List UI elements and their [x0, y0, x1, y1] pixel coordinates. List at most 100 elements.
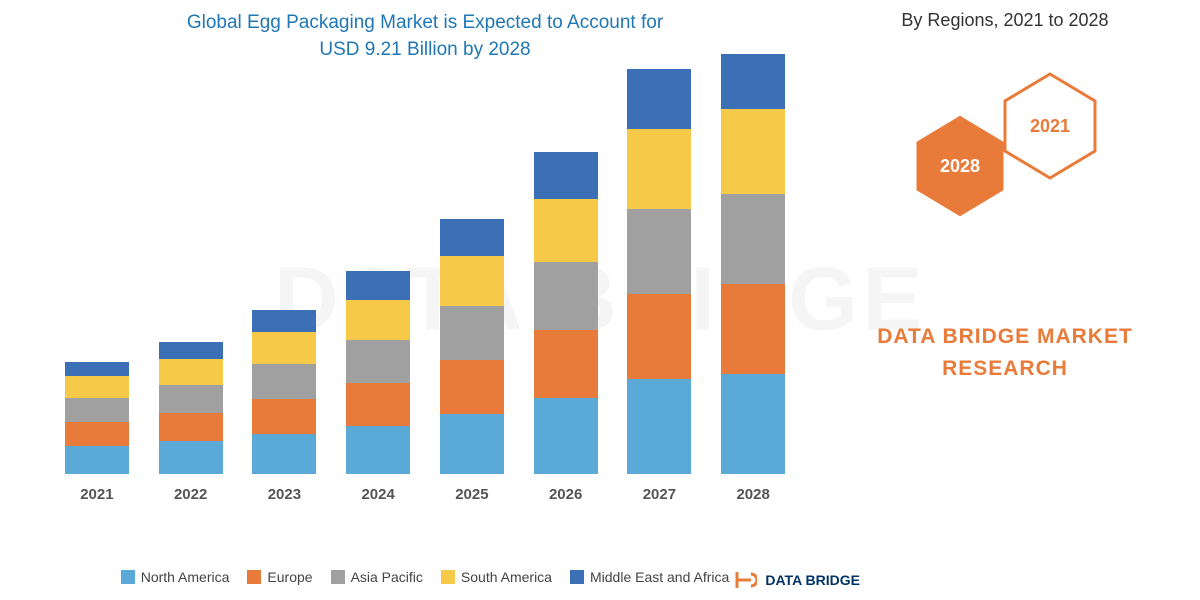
bar-group: 2028	[713, 54, 793, 503]
main-container: Global Egg Packaging Market is Expected …	[0, 0, 1200, 600]
legend-swatch	[121, 570, 135, 584]
bar-segment	[440, 219, 504, 256]
bar-group: 2021	[57, 362, 137, 503]
bar-segment	[627, 294, 691, 379]
bar-segment	[346, 426, 410, 474]
legend-swatch	[570, 570, 584, 584]
hex-2021: 2021	[1000, 71, 1100, 181]
legend-label: Europe	[267, 569, 312, 585]
bar-group: 2026	[526, 152, 606, 503]
hex-2028-label: 2028	[940, 156, 980, 177]
bar-segment	[159, 441, 223, 474]
legend-swatch	[247, 570, 261, 584]
stacked-bar	[65, 362, 129, 474]
stacked-bar	[252, 310, 316, 474]
x-axis-label: 2024	[361, 486, 394, 503]
bar-segment	[440, 414, 504, 474]
bars-container: 2021 2022 2023 2024 2025 2026 2027 2028	[40, 83, 810, 503]
legend-item: Middle East and Africa	[570, 569, 729, 585]
bar-segment	[534, 398, 598, 474]
bar-segment	[65, 422, 129, 446]
legend-label: Asia Pacific	[351, 569, 423, 585]
stacked-bar	[721, 54, 785, 474]
legend-label: South America	[461, 569, 552, 585]
bar-segment	[346, 271, 410, 300]
x-axis-label: 2022	[174, 486, 207, 503]
bar-segment	[159, 413, 223, 441]
bar-segment	[159, 385, 223, 413]
hexagon-group: 2028 2021	[840, 71, 1170, 251]
bar-segment	[159, 342, 223, 359]
legend-item: Europe	[247, 569, 312, 585]
bar-group: 2027	[619, 69, 699, 503]
stacked-bar	[346, 271, 410, 474]
bar-group: 2024	[338, 271, 418, 503]
bar-segment	[65, 398, 129, 422]
stacked-bar	[159, 342, 223, 474]
legend-item: Asia Pacific	[331, 569, 423, 585]
x-axis-label: 2023	[268, 486, 301, 503]
footer-logo-text: DATA BRIDGE	[765, 572, 860, 588]
bar-segment	[534, 330, 598, 398]
bar-segment	[721, 109, 785, 194]
legend-item: North America	[121, 569, 230, 585]
chart-area: 2021 2022 2023 2024 2025 2026 2027 2028	[40, 83, 810, 544]
bar-group: 2023	[244, 310, 324, 503]
hex-2028: 2028	[910, 111, 1010, 221]
legend: North America Europe Asia Pacific South Ame…	[40, 554, 810, 590]
bar-segment	[627, 129, 691, 209]
stacked-bar	[534, 152, 598, 474]
info-panel: By Regions, 2021 to 2028 2028 2021 DATA …	[830, 0, 1200, 600]
bar-segment	[346, 300, 410, 340]
bar-segment	[440, 360, 504, 414]
legend-swatch	[441, 570, 455, 584]
stacked-bar	[440, 219, 504, 474]
bar-group: 2025	[432, 219, 512, 503]
bar-segment	[346, 383, 410, 426]
stacked-bar	[627, 69, 691, 474]
title-line-1: Global Egg Packaging Market is Expected …	[187, 12, 663, 33]
bar-segment	[65, 376, 129, 398]
bar-group: 2022	[151, 342, 231, 503]
legend-item: South America	[441, 569, 552, 585]
footer-logo: DATA BRIDGE	[733, 568, 860, 592]
x-axis-label: 2027	[643, 486, 676, 503]
bar-segment	[534, 152, 598, 199]
bar-segment	[252, 332, 316, 364]
bar-segment	[65, 446, 129, 474]
bar-segment	[252, 434, 316, 474]
x-axis-label: 2025	[455, 486, 488, 503]
bar-segment	[440, 256, 504, 306]
bar-segment	[252, 310, 316, 332]
bar-segment	[721, 374, 785, 474]
chart-title: Global Egg Packaging Market is Expected …	[40, 10, 810, 63]
bar-segment	[627, 69, 691, 129]
bar-segment	[721, 284, 785, 374]
x-axis-label: 2028	[736, 486, 769, 503]
x-axis-label: 2026	[549, 486, 582, 503]
x-axis-label: 2021	[80, 486, 113, 503]
bar-segment	[721, 194, 785, 284]
bar-segment	[252, 399, 316, 434]
bar-segment	[65, 362, 129, 376]
subtitle: By Regions, 2021 to 2028	[840, 10, 1170, 31]
bar-segment	[721, 54, 785, 109]
legend-swatch	[331, 570, 345, 584]
legend-label: Middle East and Africa	[590, 569, 729, 585]
bar-segment	[346, 340, 410, 383]
legend-label: North America	[141, 569, 230, 585]
bar-segment	[627, 379, 691, 474]
title-line-2: USD 9.21 Billion by 2028	[319, 39, 530, 60]
bar-segment	[252, 364, 316, 399]
bar-segment	[534, 262, 598, 330]
bar-segment	[534, 199, 598, 262]
bar-segment	[159, 359, 223, 385]
brand-text: DATA BRIDGE MARKET RESEARCH	[840, 321, 1170, 384]
chart-panel: Global Egg Packaging Market is Expected …	[0, 0, 830, 600]
brand-line-2: RESEARCH	[942, 357, 1068, 380]
footer-logo-icon	[733, 568, 757, 592]
brand-line-1: DATA BRIDGE MARKET	[877, 325, 1133, 348]
bar-segment	[627, 209, 691, 294]
bar-segment	[440, 306, 504, 360]
hex-2021-label: 2021	[1030, 116, 1070, 137]
